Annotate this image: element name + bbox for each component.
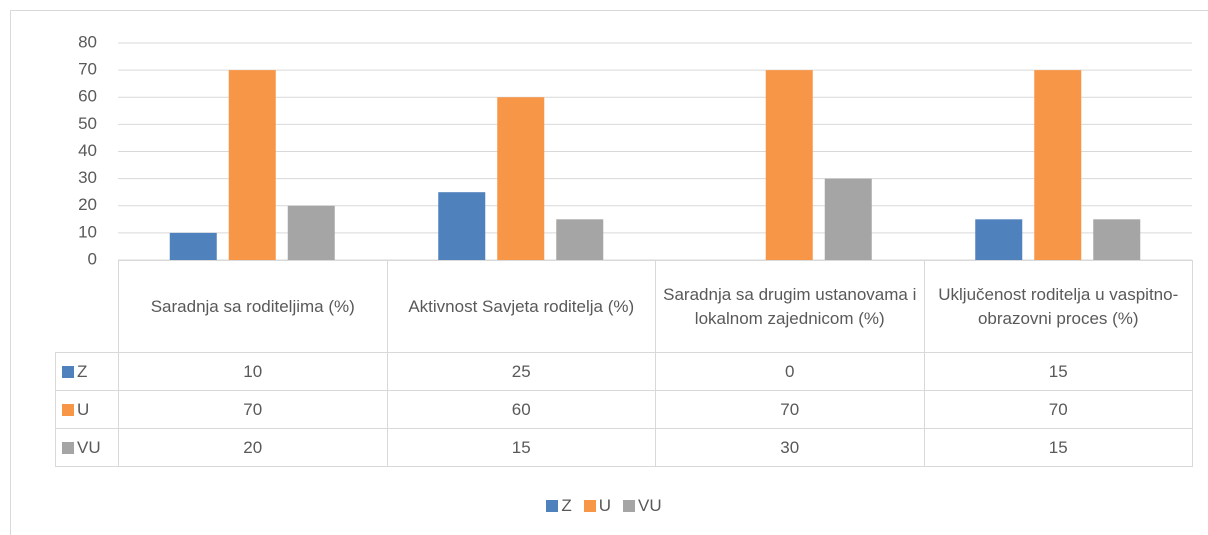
bar (1034, 70, 1082, 260)
bar (287, 205, 335, 260)
legend-swatch (546, 500, 559, 512)
y-tick-label: 80 (78, 32, 97, 51)
legend-label: VU (638, 496, 662, 515)
y-tick-label: 0 (88, 249, 97, 268)
table-value: 15 (386, 428, 656, 467)
swatch (62, 365, 74, 378)
legend-label: U (598, 496, 612, 515)
row-header: U (55, 390, 119, 429)
swatch (62, 403, 74, 416)
row-header: VU (55, 428, 119, 467)
series-name: Z (77, 361, 88, 381)
bar (497, 97, 545, 260)
bar (765, 70, 813, 260)
table-value: 70 (655, 390, 925, 429)
legend-swatch (623, 500, 636, 512)
row-header: Z (55, 352, 119, 391)
data-table: Saradnja sa roditeljima (%) Aktivnost Sav… (55, 260, 1193, 467)
y-tick-label: 20 (78, 195, 97, 214)
legend-item: VU (623, 496, 662, 515)
category-label: Saradnja sa roditeljima (%) (118, 260, 388, 353)
table-value: 60 (386, 390, 656, 429)
bar (1093, 219, 1141, 260)
series-row: U 70 60 70 70 (55, 390, 1193, 429)
legend-label: Z (561, 496, 572, 515)
series-name: U (77, 399, 90, 419)
swatch (62, 441, 74, 454)
series-name: VU (77, 437, 101, 457)
legend-item: U (583, 496, 612, 515)
table-value: 15 (923, 352, 1193, 391)
table-value: 15 (923, 428, 1193, 467)
bar (169, 232, 217, 260)
corner (55, 260, 119, 353)
legend-item: Z (546, 496, 572, 515)
bar (824, 178, 872, 260)
table-value: 10 (118, 352, 388, 391)
y-tick-label: 50 (78, 114, 97, 133)
legend-swatch (583, 500, 596, 512)
bar (556, 219, 604, 260)
bar (438, 192, 486, 260)
bar (228, 70, 276, 260)
legend: Z U VU (0, 496, 1208, 516)
y-tick-label: 40 (78, 141, 97, 160)
category-label: Aktivnost Savjeta roditelja (%) (386, 260, 656, 353)
y-tick-label: 70 (78, 60, 97, 79)
category-label: Saradnja sa drugim ustanovama i lokalnom… (655, 260, 925, 353)
y-tick-label: 10 (78, 222, 97, 241)
table-value: 0 (655, 352, 925, 391)
series-row: VU 20 15 30 15 (55, 428, 1193, 467)
table-value: 20 (118, 428, 388, 467)
table-value: 70 (923, 390, 1193, 429)
y-tick-label: 30 (78, 168, 97, 187)
table-value: 30 (655, 428, 925, 467)
bar (975, 219, 1023, 260)
y-tick-label: 60 (78, 87, 97, 106)
series-row: Z 10 25 0 15 (55, 352, 1193, 391)
header-row: Saradnja sa roditeljima (%) Aktivnost Sav… (55, 260, 1193, 353)
category-label: Uključenost roditelja u vaspitno-obrazov… (923, 260, 1193, 353)
table-value: 70 (118, 390, 388, 429)
chart-frame (10, 10, 1208, 535)
table-value: 25 (386, 352, 656, 391)
